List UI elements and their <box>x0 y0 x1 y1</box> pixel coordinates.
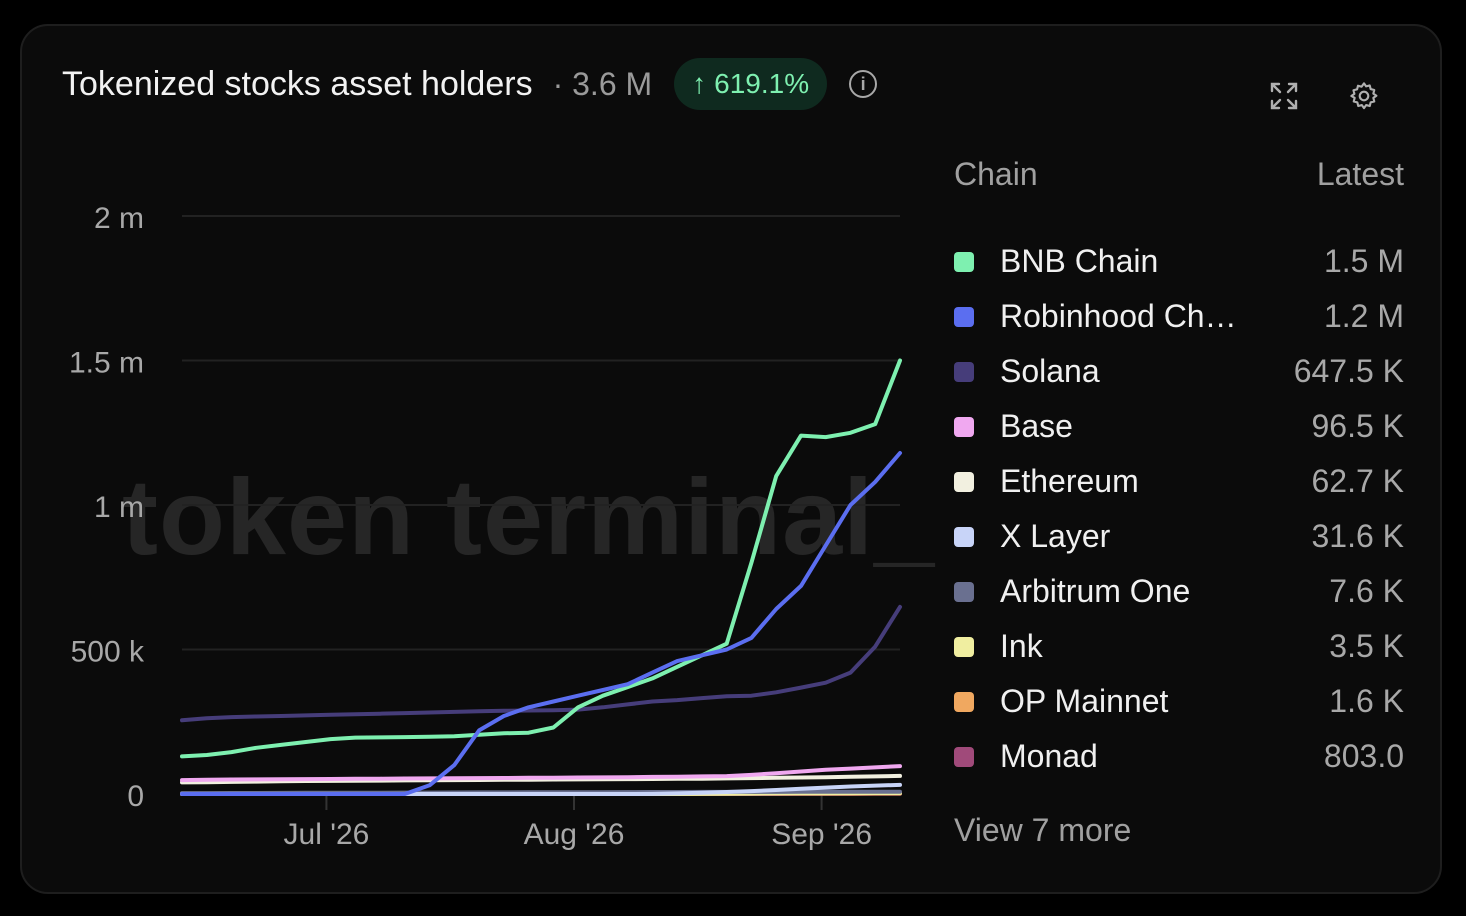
legend-item-value: 647.5 K <box>1293 353 1404 389</box>
y-tick-label: 2 m <box>94 202 144 235</box>
series-line <box>180 358 902 759</box>
legend-swatch <box>954 251 974 272</box>
x-axis-labels: Jul '26 Aug '26 Sep '26 <box>284 794 872 851</box>
line-chart: 0 500 k 1 m 1.5 m 2 m Jul '26 Aug '26 Sep '26 <box>69 202 902 851</box>
legend-item-name: Ink <box>1000 628 1043 664</box>
settings-button[interactable] <box>1344 76 1384 116</box>
legend-swatch <box>954 636 974 657</box>
legend-swatch <box>954 306 974 327</box>
legend-item-name: Base <box>1000 408 1073 444</box>
legend-item[interactable]: OP Mainnet 1.6 K <box>954 674 1404 729</box>
expand-button[interactable] <box>1264 76 1304 116</box>
info-icon[interactable]: i <box>849 70 878 98</box>
legend-item[interactable]: Monad 803.0 <box>954 729 1404 784</box>
legend-item[interactable]: BNB Chain 1.5 M <box>954 234 1404 289</box>
total-value: · 3.6 M <box>552 65 653 102</box>
legend-item[interactable]: Arbitrum One 7.6 K <box>954 564 1404 619</box>
change-badge: ↑ 619.1% <box>674 58 828 110</box>
legend-swatch <box>954 746 974 767</box>
legend-item[interactable]: Robinhood Ch… 1.2 M <box>954 289 1404 344</box>
gear-icon <box>1350 82 1378 110</box>
legend-item-name: Solana <box>1000 353 1100 389</box>
legend-swatch <box>954 471 974 492</box>
series-lines <box>180 358 902 796</box>
legend-item-value: 803.0 <box>1323 738 1404 774</box>
legend-item[interactable]: Base 96.5 K <box>954 399 1404 454</box>
legend-item[interactable]: Solana 647.5 K <box>954 344 1404 399</box>
legend-item-name: Robinhood Ch… <box>1000 298 1237 334</box>
grid-lines <box>182 215 900 651</box>
chart-card: Tokenized stocks asset holders · 3.6 M ↑… <box>20 24 1442 894</box>
y-tick-label: 0 <box>127 780 144 813</box>
y-axis-labels: 0 500 k 1 m 1.5 m 2 m <box>69 202 145 813</box>
view-more-link[interactable]: View 7 more <box>954 812 1132 848</box>
legend-swatch <box>954 691 974 712</box>
x-tick-label: Jul '26 <box>284 818 370 851</box>
legend-col-latest: Latest <box>1316 156 1404 192</box>
legend-item-name: BNB Chain <box>1000 243 1159 279</box>
chart-title: Tokenized stocks asset holders <box>62 64 533 103</box>
legend-item[interactable]: Ethereum 62.7 K <box>954 454 1404 509</box>
legend-swatch <box>954 361 974 382</box>
expand-icon <box>1270 82 1298 110</box>
legend-list: BNB Chain 1.5 M Robinhood Ch… 1.2 M Solana 64… <box>954 234 1404 784</box>
y-tick-label: 1.5 m <box>69 347 144 380</box>
legend-item-value: 96.5 K <box>1311 408 1404 444</box>
legend-item-name: X Layer <box>1000 518 1111 554</box>
legend-item-value: 1.6 K <box>1329 683 1404 719</box>
legend-item-value: 1.5 M <box>1323 243 1404 279</box>
legend-item[interactable]: X Layer 31.6 K <box>954 509 1404 564</box>
series-line <box>180 764 902 783</box>
y-tick-label: 1 m <box>94 491 144 524</box>
legend-item-name: Ethereum <box>1000 463 1139 499</box>
x-tick-label: Aug '26 <box>524 818 625 851</box>
legend-item-value: 62.7 K <box>1311 463 1404 499</box>
legend-swatch <box>954 526 974 547</box>
card-header: Tokenized stocks asset holders · 3.6 M ↑… <box>62 58 878 110</box>
series-line <box>180 451 902 796</box>
legend-item-name: Arbitrum One <box>1000 573 1191 609</box>
series-line <box>180 604 902 723</box>
watermark: token terminal_ <box>122 456 936 577</box>
arrow-up-icon: ↑ <box>692 68 707 99</box>
legend-col-chain: Chain <box>954 156 1038 192</box>
legend-item-name: OP Mainnet <box>1000 683 1169 719</box>
legend-item-value: 1.2 M <box>1323 298 1404 334</box>
legend-item-value: 3.5 K <box>1329 628 1404 664</box>
legend-item-name: Monad <box>1000 738 1098 774</box>
y-tick-label: 500 k <box>71 636 145 669</box>
legend: Chain Latest BNB Chain 1.5 M Robinhood Ch…… <box>954 156 1404 784</box>
legend-swatch <box>954 581 974 602</box>
x-tick-label: Sep '26 <box>771 818 872 851</box>
legend-header: Chain Latest <box>954 156 1404 206</box>
change-value: 619.1% <box>714 68 810 99</box>
legend-item-value: 7.6 K <box>1329 573 1404 609</box>
legend-item[interactable]: Ink 3.5 K <box>954 619 1404 674</box>
legend-item-value: 31.6 K <box>1311 518 1404 554</box>
legend-swatch <box>954 416 974 437</box>
